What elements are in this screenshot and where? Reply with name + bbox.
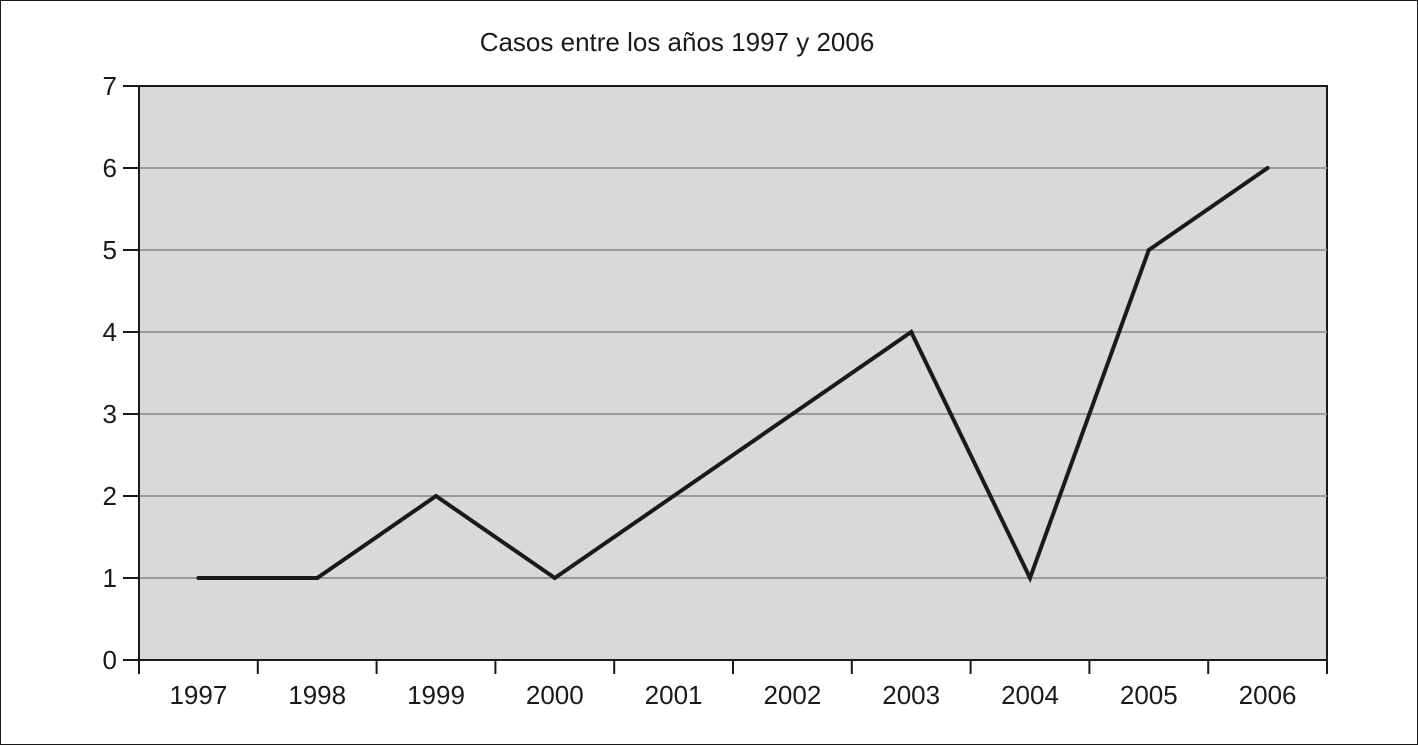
x-tick-label: 2002 bbox=[763, 680, 821, 710]
axes bbox=[123, 86, 1327, 674]
y-axis-ticks: 0 1 2 3 4 5 6 7 bbox=[103, 71, 139, 675]
x-tick-label: 2003 bbox=[882, 680, 940, 710]
data-point-1997 bbox=[196, 576, 201, 580]
gridlines bbox=[139, 167, 1327, 579]
x-tick-label: 2006 bbox=[1239, 680, 1297, 710]
data-point-2002 bbox=[790, 412, 795, 416]
series-layer bbox=[196, 166, 1270, 584]
data-point-1999 bbox=[434, 494, 438, 498]
x-tick-label: 2001 bbox=[645, 680, 703, 710]
data-point-2001 bbox=[671, 494, 676, 498]
x-tick-label: 2005 bbox=[1120, 680, 1178, 710]
y-tick-label: 3 bbox=[103, 399, 117, 429]
series-line bbox=[198, 166, 1269, 584]
y-tick-label: 7 bbox=[103, 71, 117, 101]
data-point-2006 bbox=[1265, 166, 1270, 170]
plot-area bbox=[138, 85, 1328, 661]
data-point-1998 bbox=[315, 576, 320, 580]
x-tick-label: 2000 bbox=[526, 680, 584, 710]
x-axis-ticks: 1997 1998 1999 2000 2001 2002 2003 2004 2005 2006 bbox=[138, 660, 1328, 710]
data-point-2004 bbox=[1028, 576, 1032, 580]
y-tick-label: 0 bbox=[103, 645, 117, 675]
y-tick-label: 2 bbox=[103, 481, 117, 511]
data-point-2003 bbox=[909, 330, 914, 334]
x-tick-label: 1997 bbox=[169, 680, 227, 710]
y-tick-label: 6 bbox=[103, 153, 117, 183]
data-point-2005 bbox=[1146, 248, 1151, 252]
x-tick-label: 2004 bbox=[1001, 680, 1059, 710]
y-tick-label: 1 bbox=[103, 563, 117, 593]
data-point-2000 bbox=[552, 576, 557, 580]
chart-title: Casos entre los años 1997 y 2006 bbox=[480, 27, 875, 57]
y-tick-label: 4 bbox=[103, 317, 117, 347]
x-tick-label: 1998 bbox=[288, 680, 346, 710]
y-tick-label: 5 bbox=[103, 235, 117, 265]
x-tick-label: 1999 bbox=[407, 680, 465, 710]
